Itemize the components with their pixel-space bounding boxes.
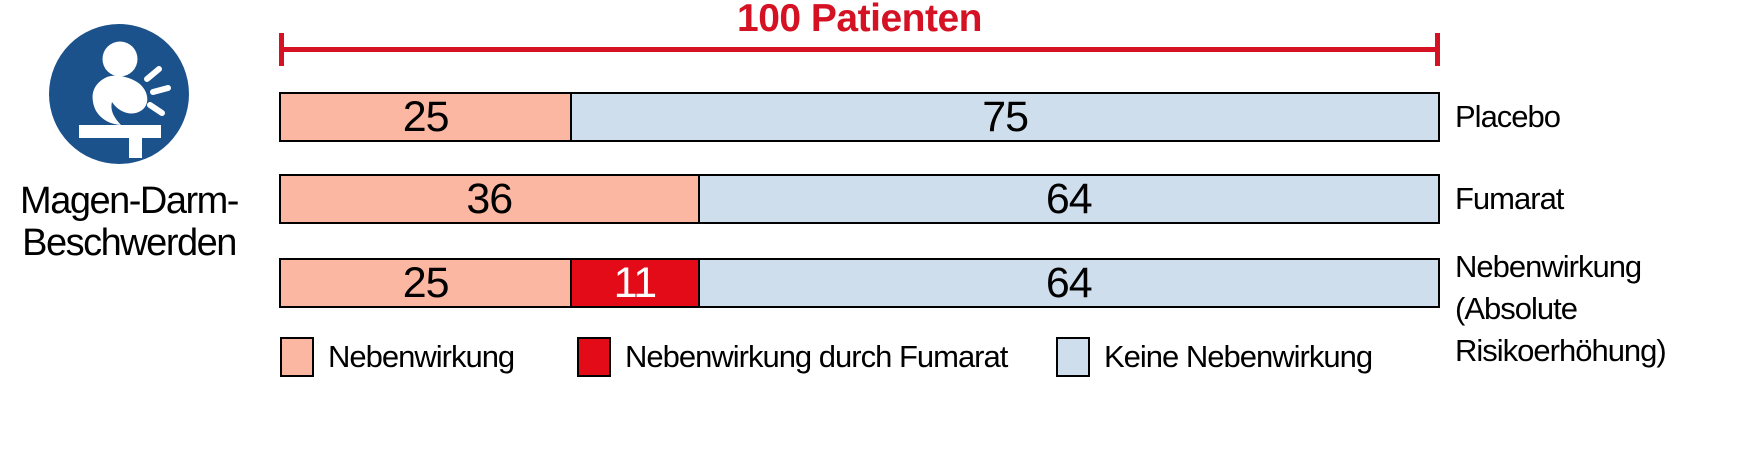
bar-row-fumarat: 36 64: [279, 174, 1440, 224]
stomach-pain-person-icon: [49, 24, 189, 164]
chart-title: 100 Patienten: [737, 0, 982, 40]
legend-swatch-keine-nebenwirkung: [1056, 337, 1090, 377]
segment-keine-nebenwirkung: 64: [697, 260, 1438, 306]
legend-swatch-nebenwirkung-durch-fumarat: [577, 337, 611, 377]
patients-bracket-line: [279, 47, 1440, 52]
segment-nebenwirkung: 25: [281, 260, 571, 306]
category-label-line2: Beschwerden: [22, 222, 237, 264]
legend-label: Keine Nebenwirkung: [1104, 339, 1373, 374]
legend-swatch-nebenwirkung: [280, 337, 314, 377]
segment-nebenwirkung: 36: [281, 176, 698, 222]
patients-bracket-tick-right: [1435, 33, 1440, 66]
bar-row-placebo: 25 75: [279, 92, 1440, 142]
row-label-placebo: Placebo: [1455, 99, 1561, 134]
segment-nebenwirkung-durch-fumarat: 11: [570, 260, 698, 306]
segment-keine-nebenwirkung: 64: [697, 176, 1438, 222]
legend-label: Nebenwirkung durch Fumarat: [625, 339, 1008, 374]
category-label-line1: Magen-Darm-: [20, 180, 239, 222]
bar-row-risikoerhoehung: 25 11 64: [279, 258, 1440, 308]
legend-item-nebenwirkung-durch-fumarat: Nebenwirkung durch Fumarat: [577, 337, 1008, 377]
legend-item-nebenwirkung: Nebenwirkung: [280, 337, 515, 377]
legend-item-keine-nebenwirkung: Keine Nebenwirkung: [1056, 337, 1373, 377]
segment-keine-nebenwirkung: 75: [570, 94, 1438, 140]
category-label: Magen-Darm- Beschwerden: [6, 180, 252, 264]
legend-label: Nebenwirkung: [328, 339, 515, 374]
patients-bracket-tick-left: [279, 33, 284, 66]
row-label-risikoerhoehung: Nebenwirkung (Absolute Risikoerhöhung): [1455, 249, 1667, 368]
segment-nebenwirkung: 25: [281, 94, 571, 140]
row-label-fumarat: Fumarat: [1455, 181, 1564, 216]
